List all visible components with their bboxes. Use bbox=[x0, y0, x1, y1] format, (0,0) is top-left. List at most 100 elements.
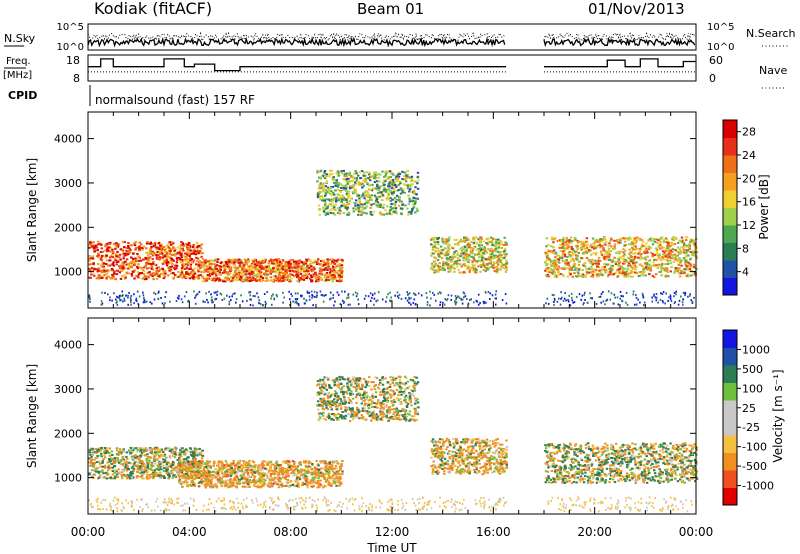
scatter-cell bbox=[147, 257, 150, 260]
ground-scatter-cell bbox=[463, 292, 466, 295]
scatter-cell bbox=[644, 245, 647, 248]
ground-scatter-cell bbox=[450, 298, 452, 301]
scatter-cell bbox=[647, 273, 651, 276]
scatter-cell bbox=[333, 213, 337, 216]
scatter-cell bbox=[298, 259, 301, 262]
scatter-cell bbox=[412, 189, 416, 192]
scatter-cell bbox=[388, 211, 391, 214]
scatter-cell bbox=[102, 262, 106, 265]
scatter-cell bbox=[566, 275, 569, 278]
scatter-cell bbox=[192, 259, 195, 262]
ground-scatter-cell bbox=[616, 296, 619, 299]
scatter-cell bbox=[573, 262, 576, 265]
scatter-cell bbox=[289, 273, 292, 276]
scatter-cell bbox=[357, 194, 361, 197]
scatter-cell bbox=[168, 250, 171, 253]
scatter-cell bbox=[331, 207, 334, 210]
scatter-cell bbox=[393, 190, 396, 192]
scatter-cell bbox=[119, 463, 123, 465]
scatter-cell bbox=[640, 257, 644, 260]
ground-scatter-cell bbox=[578, 293, 581, 296]
scatter-cell bbox=[265, 265, 268, 268]
scatter-cell bbox=[452, 247, 455, 250]
scatter-cell bbox=[319, 169, 323, 172]
scatter-cell bbox=[264, 259, 267, 262]
scatter-cell bbox=[186, 254, 189, 257]
scatter-cell bbox=[121, 269, 124, 272]
ground-scatter-cell bbox=[562, 300, 565, 302]
ground-scatter-cell bbox=[270, 297, 272, 300]
scatter-cell bbox=[675, 237, 678, 240]
ground-scatter-cell bbox=[479, 302, 481, 305]
scatter-cell bbox=[651, 252, 654, 255]
ground-scatter-cell bbox=[446, 298, 449, 301]
scatter-cell bbox=[89, 276, 92, 279]
scatter-cell bbox=[334, 209, 337, 211]
scatter-cell bbox=[115, 470, 118, 473]
scatter-cell bbox=[663, 269, 666, 272]
ground-scatter-cell bbox=[609, 298, 612, 301]
scatter-cell bbox=[135, 476, 139, 479]
scatter-cell bbox=[569, 272, 572, 275]
colorbar-swatch bbox=[723, 155, 737, 173]
scatter-cell bbox=[258, 270, 261, 273]
scatter-cell bbox=[443, 242, 446, 245]
scatter-cell bbox=[301, 269, 304, 272]
scatter-cell bbox=[329, 203, 332, 206]
scatter-cell bbox=[580, 275, 584, 278]
scatter-cell bbox=[170, 253, 174, 256]
scatter-cell bbox=[376, 173, 379, 176]
scatter-cell bbox=[291, 270, 295, 273]
scatter-cell bbox=[497, 255, 500, 258]
ground-scatter-cell bbox=[341, 290, 343, 293]
scatter-cell bbox=[486, 243, 489, 246]
scatter-cell bbox=[105, 272, 109, 275]
scatter-cell bbox=[657, 263, 661, 266]
scatter-cell bbox=[339, 190, 343, 193]
scatter-cell bbox=[673, 236, 677, 239]
scatter-cell bbox=[342, 188, 345, 191]
scatter-cell bbox=[96, 263, 100, 265]
scatter-cell bbox=[242, 265, 245, 268]
scatter-cell bbox=[398, 199, 401, 202]
scatter-cell bbox=[332, 259, 335, 262]
ground-scatter-cell bbox=[226, 294, 228, 297]
scatter-cell bbox=[114, 469, 117, 471]
scatter-cell bbox=[168, 269, 171, 272]
scatter-cell bbox=[392, 181, 396, 184]
scatter-cell bbox=[189, 253, 192, 256]
scatter-cell bbox=[167, 274, 170, 277]
scatter-cell bbox=[690, 239, 694, 242]
scatter-cell bbox=[478, 256, 481, 259]
scatter-cell bbox=[318, 267, 322, 270]
scatter-cell bbox=[146, 262, 150, 265]
scatter-cell bbox=[593, 244, 596, 247]
scatter-cell bbox=[582, 263, 586, 266]
scatter-cell bbox=[462, 251, 465, 254]
scatter-cell bbox=[568, 265, 571, 268]
scatter-cell bbox=[330, 200, 333, 203]
scatter-cell bbox=[340, 200, 343, 203]
scatter-cell bbox=[136, 252, 139, 255]
ground-scatter-cell bbox=[123, 299, 126, 302]
scatter-cell bbox=[152, 471, 155, 474]
ground-scatter-cell bbox=[407, 293, 409, 296]
scatter-cell bbox=[557, 266, 560, 269]
scatter-cell bbox=[322, 185, 325, 188]
scatter-cell bbox=[432, 238, 436, 241]
scatter-cell bbox=[232, 260, 235, 263]
scatter-cell bbox=[162, 259, 166, 262]
scatter-cell bbox=[180, 267, 184, 270]
scatter-cell bbox=[688, 268, 692, 270]
scatter-cell bbox=[191, 249, 194, 252]
scatter-cell bbox=[409, 185, 413, 188]
ground-scatter-cell bbox=[581, 294, 584, 297]
scatter-cell bbox=[197, 252, 200, 255]
scatter-cell bbox=[92, 465, 95, 468]
scatter-cell bbox=[108, 259, 111, 262]
scatter-cell bbox=[591, 246, 594, 249]
scatter-cell bbox=[202, 261, 205, 264]
scatter-cell bbox=[201, 270, 204, 273]
scatter-cell bbox=[238, 258, 241, 261]
scatter-cell bbox=[393, 198, 397, 201]
